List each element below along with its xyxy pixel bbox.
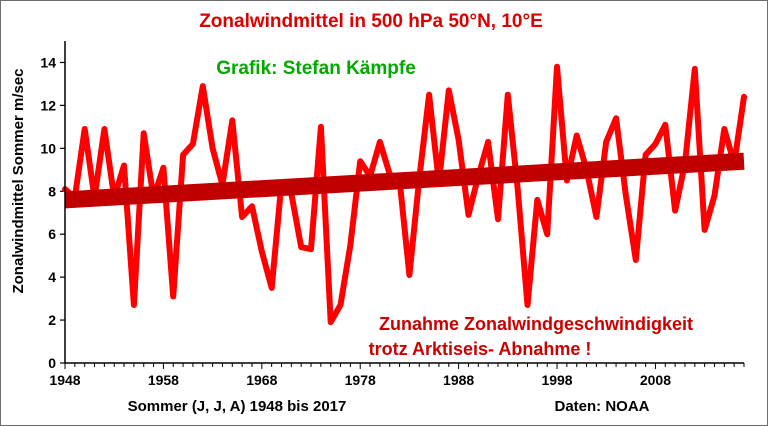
x-axis-title: Sommer (J, J, A) 1948 bis 2017	[128, 398, 347, 415]
x-tick-label: 1958	[148, 372, 179, 388]
credit-label: Grafik: Stefan Kämpfe	[216, 58, 416, 79]
y-tick-label: 10	[40, 140, 56, 156]
y-tick-label: 2	[48, 312, 56, 328]
y-tick-label: 8	[48, 183, 56, 199]
y-axis-title: Zonalwindmittel Sommer m/sec	[10, 68, 27, 293]
x-tick-label: 2008	[640, 372, 671, 388]
trend-group	[64, 152, 745, 209]
trend-line	[64, 152, 745, 209]
x-tick-label: 1978	[345, 372, 376, 388]
annotation-line-2: trotz Arktiseis- Abnahme !	[369, 339, 592, 359]
y-tick-label: 12	[40, 97, 56, 113]
series-line	[62, 63, 747, 326]
chart-title: Zonalwindmittel in 500 hPa 50°N, 10°E	[199, 11, 543, 32]
x-tick-label: 1948	[49, 372, 80, 388]
series-group	[62, 63, 747, 326]
y-tick-label: 6	[48, 226, 56, 242]
y-tick-label: 14	[40, 54, 56, 70]
x-tick-label: 1998	[541, 372, 572, 388]
y-tick-label: 4	[48, 269, 56, 285]
x-tick-label: 1988	[443, 372, 474, 388]
axes	[64, 41, 744, 364]
y-tick-label: 0	[48, 355, 56, 371]
source-label: Daten: NOAA	[554, 398, 649, 415]
x-tick-label: 1968	[246, 372, 277, 388]
annotation-line-1: Zunahme Zonalwindgeschwindigkeit	[379, 314, 693, 334]
